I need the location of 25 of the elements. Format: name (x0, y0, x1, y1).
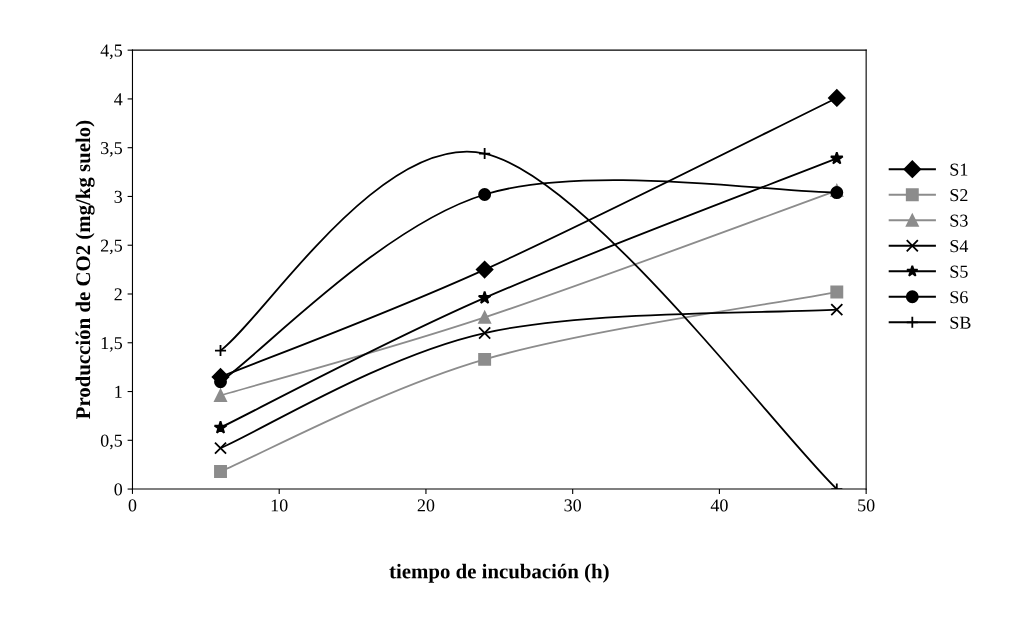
x-tick-label: 30 (564, 499, 582, 512)
y-tick-label: 4 (114, 93, 123, 106)
legend-label: S2 (950, 189, 968, 202)
y-tick-label: 2 (114, 288, 122, 301)
legend-label: S6 (950, 291, 968, 304)
y-axis-title: Producción de CO2 (mg/kg suelo) (75, 120, 95, 419)
legend-label: S5 (950, 265, 968, 278)
y-tick-label: 3,5 (101, 142, 123, 157)
x-tick-label: 40 (710, 499, 728, 512)
x-tick-label: 20 (417, 499, 435, 512)
x-tick-label: 10 (271, 499, 288, 512)
x-tick-label: 50 (858, 499, 875, 512)
y-tick-label: 1 (115, 385, 122, 398)
legend-label: S3 (950, 214, 968, 227)
legend-label: S1 (950, 163, 968, 176)
y-tick-label: 2,5 (100, 239, 123, 255)
y-tick-label: 4,5 (100, 44, 123, 60)
legend-label: SB (950, 316, 971, 329)
y-tick-label: 1,5 (101, 337, 123, 352)
y-tick-label: 0,5 (100, 434, 123, 450)
y-tick-label: 3 (114, 190, 123, 203)
x-axis-title: tiempo de incubación (h) (389, 563, 609, 583)
legend-label: S4 (950, 240, 969, 253)
y-tick-label: 0 (114, 483, 123, 496)
x-tick-label: 0 (128, 499, 137, 512)
